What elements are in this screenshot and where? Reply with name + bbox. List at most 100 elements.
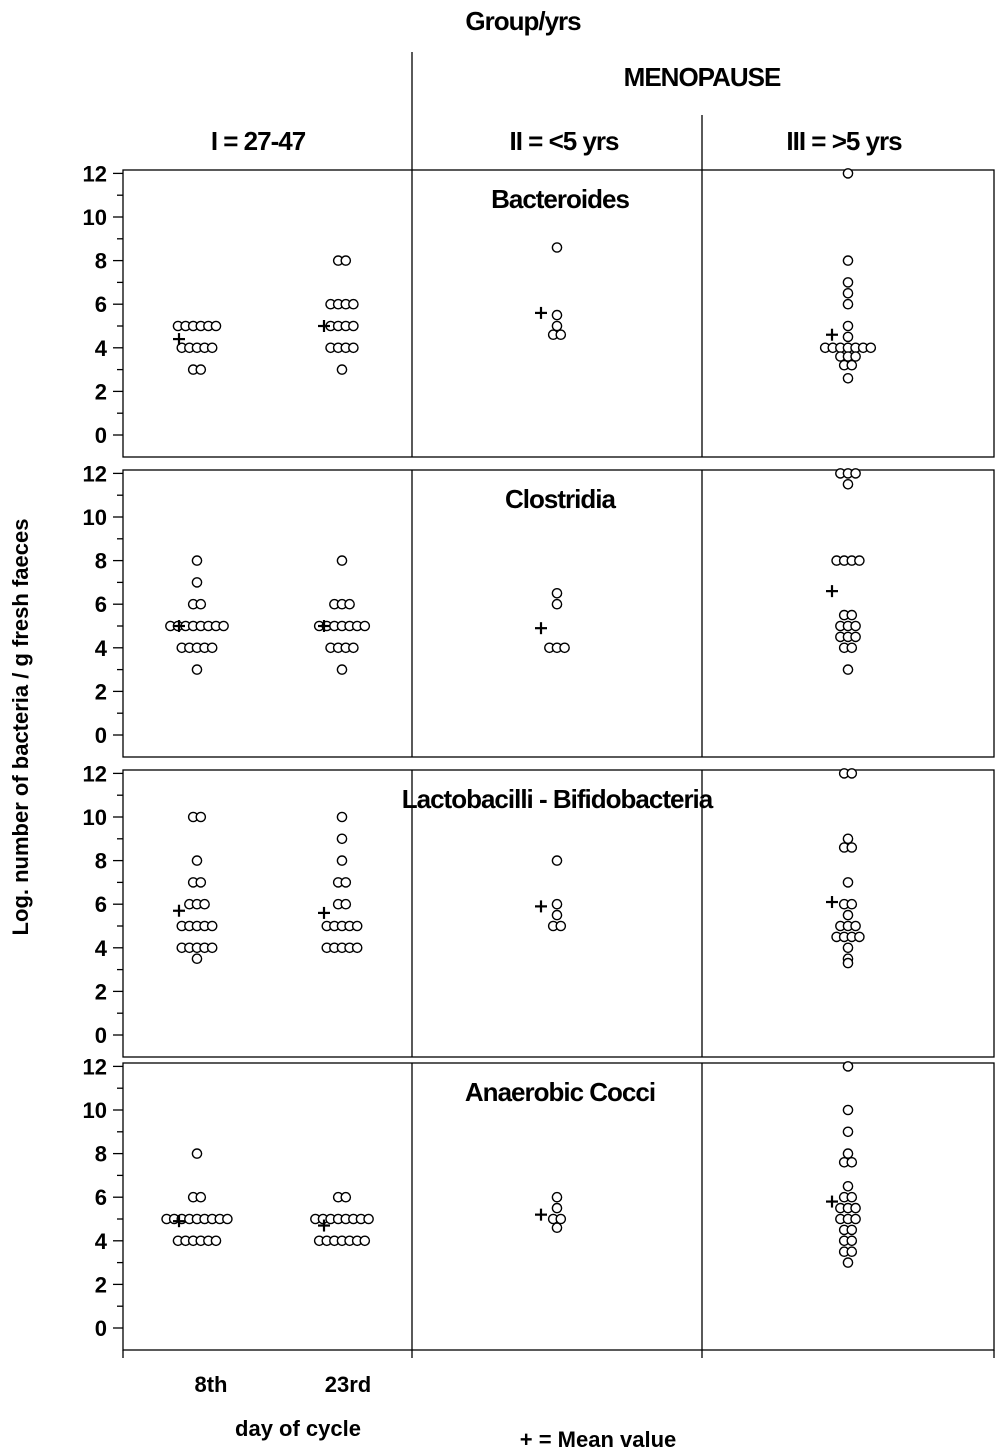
- data-point: [340, 255, 352, 266]
- y-tick-label: 0: [95, 1316, 107, 1341]
- data-point: [846, 609, 858, 621]
- data-point: [551, 1202, 563, 1214]
- data-point: [551, 1191, 563, 1203]
- y-tick-label: 4: [95, 636, 108, 661]
- data-point: [191, 953, 203, 965]
- panel-2: 0 2 4 6 8 10 12 Lactobacilli - Bifidobacteria: [83, 761, 995, 1058]
- y-tick-label: 0: [95, 723, 107, 748]
- y-tick-label: 6: [95, 1185, 107, 1210]
- data-point: [842, 1181, 854, 1192]
- data-point: [846, 1235, 858, 1247]
- data-point: [551, 909, 563, 921]
- data-point: [842, 1061, 854, 1072]
- data-point: [191, 1148, 203, 1159]
- data-point: [348, 342, 359, 354]
- data-point: [336, 664, 348, 675]
- data-point: [340, 898, 352, 910]
- data-point: [191, 664, 203, 675]
- panel-frame: [122, 169, 995, 458]
- data-point: [551, 309, 563, 321]
- data-point: [195, 364, 207, 375]
- data-point: [842, 957, 854, 969]
- data-point: [842, 320, 854, 332]
- data-point: [559, 642, 570, 654]
- data-point: [846, 898, 858, 910]
- panel-1: 0 2 4 6 8 10 12 Clostridia: [83, 461, 995, 758]
- data-point: [555, 920, 567, 932]
- data-point: [359, 1235, 371, 1247]
- data-point: [199, 898, 210, 910]
- data-point: [336, 364, 348, 375]
- y-tick-label: 6: [95, 592, 107, 617]
- data-point: [842, 664, 854, 675]
- y-tick-label: 10: [83, 805, 107, 830]
- y-tick-label: 0: [95, 1023, 107, 1048]
- data-point: [195, 877, 207, 888]
- y-tick-label: 12: [83, 761, 107, 786]
- data-point: [865, 342, 877, 354]
- data-point: [850, 1202, 861, 1214]
- y-tick-label: 8: [95, 549, 107, 574]
- data-point: [195, 811, 207, 823]
- data-point: [854, 555, 865, 566]
- data-point: [551, 242, 563, 253]
- data-point: [348, 320, 359, 332]
- menopause-label: MENOPAUSE: [624, 62, 781, 92]
- y-tick-label: 6: [95, 892, 107, 917]
- data-point: [348, 642, 359, 654]
- data-point: [348, 298, 359, 310]
- y-tick-label: 2: [95, 379, 107, 404]
- data-point: [850, 620, 861, 632]
- data-point: [850, 631, 861, 643]
- y-tick-label: 10: [83, 505, 107, 530]
- data-point: [555, 1213, 567, 1225]
- panels: 024681012Bacteroides024681012Clostridia0…: [83, 161, 995, 1358]
- x-category-8th: 8th: [195, 1372, 228, 1397]
- data-point: [842, 277, 854, 288]
- panel-0: 0 2 4 6 8 10 12 Bacteroides: [83, 161, 995, 458]
- panel-title: Lactobacilli - Bifidobacteria: [402, 784, 714, 814]
- data-point: [551, 855, 563, 866]
- group-header-2: II = <5 yrs: [510, 126, 620, 156]
- data-point: [842, 255, 854, 266]
- data-point: [195, 1191, 207, 1203]
- data-point: [210, 1235, 222, 1247]
- y-tick-label: 2: [95, 979, 107, 1004]
- y-tick-label: 4: [95, 336, 108, 361]
- data-point: [191, 555, 203, 566]
- group-header-3: III = >5 yrs: [786, 126, 902, 156]
- data-point: [555, 329, 567, 341]
- y-tick-label: 10: [83, 205, 107, 230]
- data-point: [359, 620, 371, 632]
- data-point: [846, 1191, 858, 1203]
- panel-3: 0 2 4 6 8 10 12 Anaerobic Cocci: [83, 1054, 995, 1358]
- y-tick-label: 10: [83, 1098, 107, 1123]
- y-tick-label: 4: [95, 936, 108, 961]
- data-point: [351, 920, 363, 932]
- data-point: [842, 287, 854, 299]
- y-tick-label: 4: [95, 1229, 108, 1254]
- panel-title: Bacteroides: [491, 184, 629, 214]
- group-header-1: I = 27-47: [211, 126, 306, 156]
- data-point: [206, 942, 218, 954]
- data-point: [842, 1126, 854, 1138]
- data-point: [850, 351, 861, 362]
- data-point: [206, 342, 218, 354]
- y-tick-label: 8: [95, 849, 107, 874]
- data-point: [210, 320, 222, 332]
- y-tick-label: 12: [83, 161, 107, 186]
- data-point: [336, 855, 348, 866]
- y-tick-label: 2: [95, 679, 107, 704]
- data-point: [842, 909, 854, 921]
- data-point: [846, 359, 858, 371]
- y-tick-label: 12: [83, 1054, 107, 1079]
- data-point: [842, 1257, 854, 1268]
- data-point: [842, 877, 854, 888]
- data-point: [850, 468, 861, 479]
- data-point: [842, 478, 854, 490]
- data-point: [551, 1222, 563, 1233]
- data-point: [336, 833, 348, 845]
- data-point: [846, 1157, 858, 1168]
- data-point: [336, 811, 348, 823]
- data-point: [551, 598, 563, 610]
